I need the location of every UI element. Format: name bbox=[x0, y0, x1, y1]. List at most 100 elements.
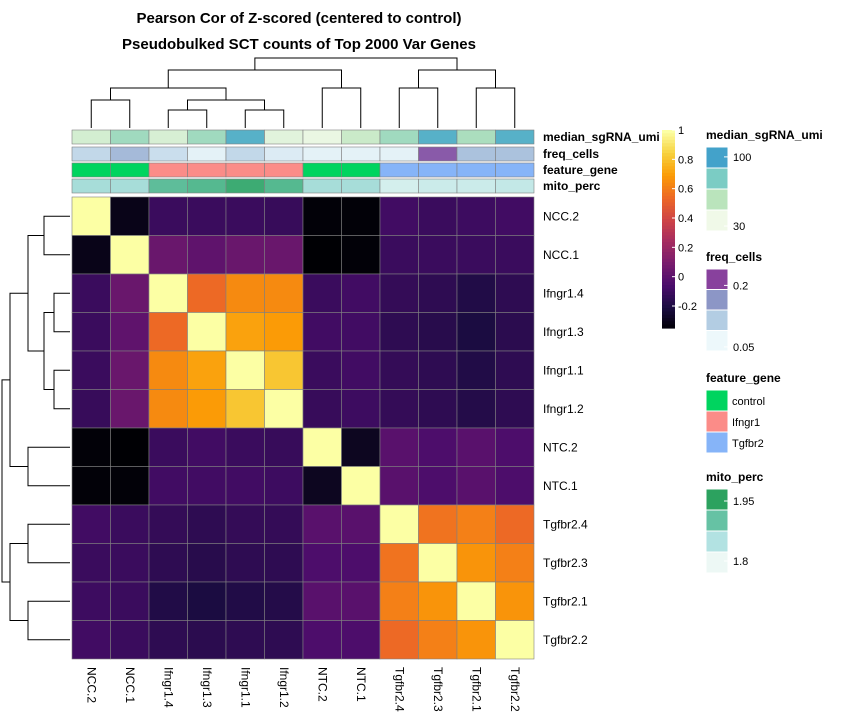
row-label: NCC.2 bbox=[543, 209, 579, 223]
heatmap-cell bbox=[302, 620, 342, 660]
heatmap-cell bbox=[418, 273, 458, 313]
heatmap-cell bbox=[225, 196, 265, 236]
heatmap-cell bbox=[379, 466, 419, 506]
colorbar-segment bbox=[662, 271, 675, 276]
heatmap-cell bbox=[264, 350, 304, 390]
colorbar-segment bbox=[662, 133, 675, 138]
dendrogram-branch bbox=[27, 235, 44, 352]
column-label: Tgfbr2.1 bbox=[469, 667, 483, 712]
column-label: NTC.1 bbox=[354, 667, 368, 702]
dendrogram-branch bbox=[90, 99, 131, 128]
colorbar-segment bbox=[662, 222, 675, 227]
heatmap-cells bbox=[71, 196, 535, 660]
heatmap-cell bbox=[341, 620, 381, 660]
annotation-label: median_sgRNA_umi bbox=[543, 130, 660, 144]
dendrogram-branch bbox=[254, 57, 458, 70]
annotation-cell bbox=[264, 129, 304, 145]
heatmap-cell bbox=[148, 312, 188, 352]
annotation-cell bbox=[418, 178, 458, 194]
heatmap-cell bbox=[71, 235, 111, 275]
heatmap-cell bbox=[418, 504, 458, 544]
heatmap-cell bbox=[264, 273, 304, 313]
heatmap-cell bbox=[495, 273, 535, 313]
heatmap-cell bbox=[418, 312, 458, 352]
legend-label: Tgfbr2 bbox=[732, 438, 764, 450]
dendrogram-branch bbox=[167, 69, 342, 88]
heatmap-cell bbox=[264, 466, 304, 506]
column-label: Ifngr1.1 bbox=[238, 667, 252, 708]
dendrogram-branch bbox=[187, 99, 265, 110]
colorbar-segment bbox=[662, 153, 675, 157]
legend-tick-label: 100 bbox=[733, 152, 751, 164]
dendrogram-branch bbox=[1, 379, 10, 583]
heatmap-cell bbox=[379, 312, 419, 352]
heatmap-cell bbox=[341, 196, 381, 236]
legend-swatch bbox=[705, 268, 729, 290]
heatmap-cell bbox=[495, 427, 535, 467]
heatmap-cell bbox=[341, 427, 381, 467]
annotation-label: mito_perc bbox=[543, 179, 601, 193]
heatmap-cell bbox=[264, 504, 304, 544]
annotation-cell bbox=[225, 146, 265, 162]
row-dendrogram bbox=[1, 215, 70, 641]
colorbar-segment bbox=[662, 189, 675, 194]
row-label: Tgfbr2.4 bbox=[543, 517, 588, 531]
heatmap-cell bbox=[71, 389, 111, 429]
legend-swatch bbox=[705, 389, 729, 412]
heatmap-cell bbox=[264, 312, 304, 352]
heatmap-cell bbox=[148, 466, 188, 506]
annotation-cell bbox=[148, 146, 188, 162]
heatmap-cell bbox=[110, 581, 150, 621]
heatmap-cell bbox=[418, 543, 458, 583]
heatmap-cell bbox=[110, 235, 150, 275]
colorbar-segment bbox=[662, 262, 675, 266]
colorbar-segment bbox=[662, 219, 675, 223]
legend-swatch bbox=[705, 431, 729, 454]
column-labels: NCC.2 NCC.1 Ifngr1.4 Ifngr1.3 Ifngr1.1 Ifngr1… bbox=[84, 667, 522, 712]
colorbar-segment bbox=[662, 232, 675, 237]
colorbar-segment bbox=[662, 321, 675, 326]
heatmap-cell bbox=[302, 581, 342, 621]
heatmap-cell bbox=[225, 312, 265, 352]
colorbar-segment bbox=[662, 229, 675, 233]
annotation-cell bbox=[225, 162, 265, 178]
legend-swatch bbox=[705, 509, 729, 532]
annotation-cell bbox=[264, 178, 304, 194]
heatmap-cell bbox=[418, 581, 458, 621]
annotation-cell bbox=[187, 129, 227, 145]
dendrogram-branch bbox=[475, 87, 516, 128]
heatmap-cell bbox=[302, 389, 342, 429]
annotation-cell bbox=[456, 178, 496, 194]
heatmap-cell bbox=[187, 273, 227, 313]
heatmap-cell bbox=[148, 235, 188, 275]
column-label: NCC.1 bbox=[123, 667, 137, 703]
heatmap-cell bbox=[495, 504, 535, 544]
heatmap-cell bbox=[264, 196, 304, 236]
legend-tick-label: 30 bbox=[733, 221, 745, 233]
heatmap-cell bbox=[110, 312, 150, 352]
colorbar-segment bbox=[662, 186, 675, 190]
annotation-cell bbox=[456, 129, 496, 145]
heatmap-cell bbox=[71, 312, 111, 352]
heatmap-cell bbox=[110, 196, 150, 236]
heatmap-cell bbox=[110, 466, 150, 506]
colorbar-segment bbox=[662, 278, 675, 283]
heatmap-cell bbox=[264, 389, 304, 429]
heatmap-cell bbox=[71, 466, 111, 506]
legend-title: median_sgRNA_umi bbox=[706, 128, 823, 142]
colorbar-segment bbox=[662, 252, 675, 256]
colorbar-segment bbox=[662, 314, 675, 319]
heatmap-cell bbox=[110, 427, 150, 467]
column-label: Tgfbr2.3 bbox=[431, 667, 445, 712]
heatmap-cell bbox=[110, 389, 150, 429]
colorbar-segment bbox=[662, 136, 675, 141]
heatmap-cell bbox=[187, 504, 227, 544]
heatmap-cell bbox=[456, 466, 496, 506]
annotation-cell bbox=[495, 178, 535, 194]
heatmap-cell bbox=[225, 581, 265, 621]
annotation-cell bbox=[110, 162, 150, 178]
heatmap-cell bbox=[148, 620, 188, 660]
heatmap-cell bbox=[187, 427, 227, 467]
heatmap-cell bbox=[148, 581, 188, 621]
dendrogram-branch bbox=[398, 87, 439, 128]
